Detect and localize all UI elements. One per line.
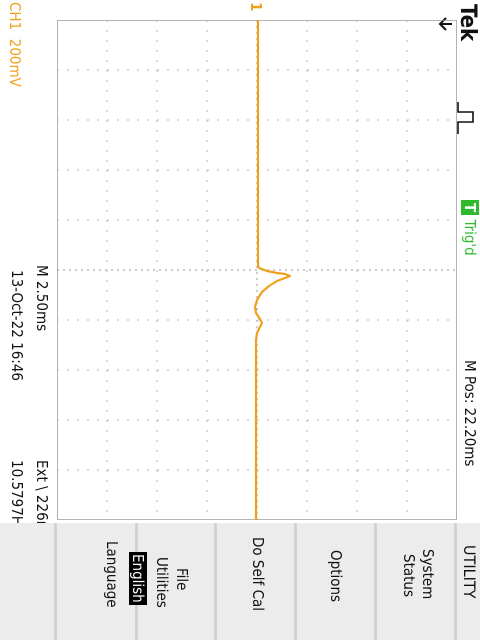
file-utilities-button[interactable]: File Utilities — [138, 523, 214, 640]
system-status-line1: System — [419, 549, 437, 600]
do-self-cal-button[interactable]: Do Self Cal — [217, 523, 294, 640]
channel-scale-label: CH1 200mV — [6, 2, 24, 87]
channel-label: CH1 — [6, 2, 24, 31]
waveform-display[interactable] — [57, 20, 457, 520]
horizontal-position: M Pos: 22.20ms — [461, 360, 479, 467]
utility-menu: Language English File Utilities Do Self … — [0, 523, 480, 640]
waveform-trace — [253, 20, 292, 520]
file-utilities-line2: Utilities — [153, 557, 171, 608]
options-label: Options — [327, 550, 345, 603]
channel-scale: 200mV — [6, 38, 24, 87]
menu-title: UTILITY — [460, 545, 479, 599]
trigger-status-text: Trig'd — [461, 219, 479, 256]
system-status-line2: Status — [400, 554, 418, 598]
trigger-status: T Trig'd — [461, 200, 479, 256]
trigger-badge: T — [461, 200, 479, 216]
timebase-main: M 2.50ms — [33, 265, 51, 332]
brand-logo: Tek — [455, 4, 480, 42]
do-self-cal-label: Do Self Cal — [249, 537, 267, 612]
utility-menu-title: UTILITY — [457, 523, 480, 640]
language-label: Language — [103, 541, 121, 608]
file-utilities-line1: File — [173, 568, 191, 591]
system-status-button[interactable]: System Status — [377, 523, 454, 640]
options-button[interactable]: Options — [297, 523, 374, 640]
channel-marker: 1 — [247, 2, 265, 12]
language-button[interactable]: Language English — [55, 523, 147, 640]
rising-edge-icon — [457, 102, 474, 134]
date-time: 13-Oct-22 16:46 — [8, 270, 26, 381]
